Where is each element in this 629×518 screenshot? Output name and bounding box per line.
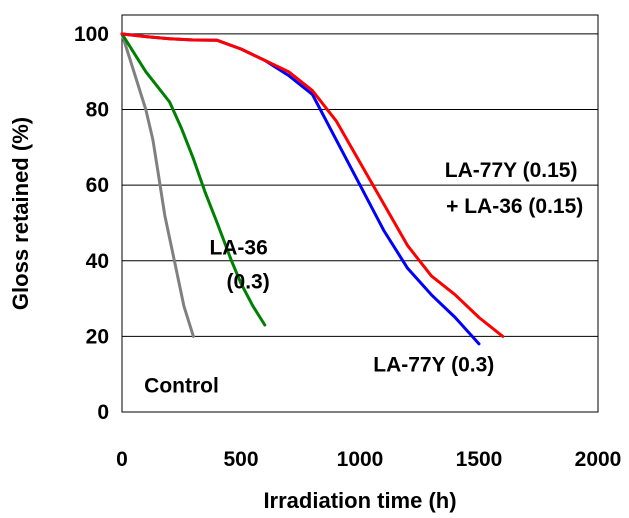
x-axis-label: Irradiation time (h)	[263, 488, 456, 513]
y-tick-label: 0	[97, 401, 109, 424]
series-lines	[120, 32, 505, 346]
y-tick-label: 40	[86, 250, 109, 273]
annotation-label: LA-36	[209, 237, 267, 260]
x-axis-tick-labels: 0 500 1000 1500 2000	[116, 448, 621, 471]
y-tick-label: 60	[86, 174, 109, 197]
plot-area	[121, 14, 599, 413]
annotation-label: Control	[144, 375, 219, 398]
y-tick-label: 80	[86, 99, 109, 122]
plot-frame-group	[121, 14, 599, 413]
y-tick-label: 20	[86, 325, 109, 348]
series-line-1	[120, 32, 267, 327]
series-line-0	[120, 32, 195, 338]
annotation-label: LA-77Y (0.15)	[445, 159, 578, 182]
y-axis-tick-labels: 0 20 40 60 80 100	[74, 23, 109, 424]
series-line-3	[120, 32, 505, 338]
x-tick-label: 1000	[337, 448, 384, 471]
annotation-label: (0.3)	[227, 271, 270, 294]
x-tick-label: 0	[116, 448, 128, 471]
y-axis-label: Gloss retained (%)	[8, 117, 33, 310]
x-tick-label: 2000	[575, 448, 622, 471]
annotation-label: + LA-36 (0.15)	[446, 195, 583, 218]
annotations: Control LA-36 (0.3) LA-77Y (0.3) LA-77Y (0.1…	[144, 159, 583, 398]
y-tick-label: 100	[74, 23, 109, 46]
x-tick-label: 1500	[456, 448, 503, 471]
x-tick-label: 500	[223, 448, 258, 471]
annotation-label: LA-77Y (0.3)	[373, 354, 494, 377]
